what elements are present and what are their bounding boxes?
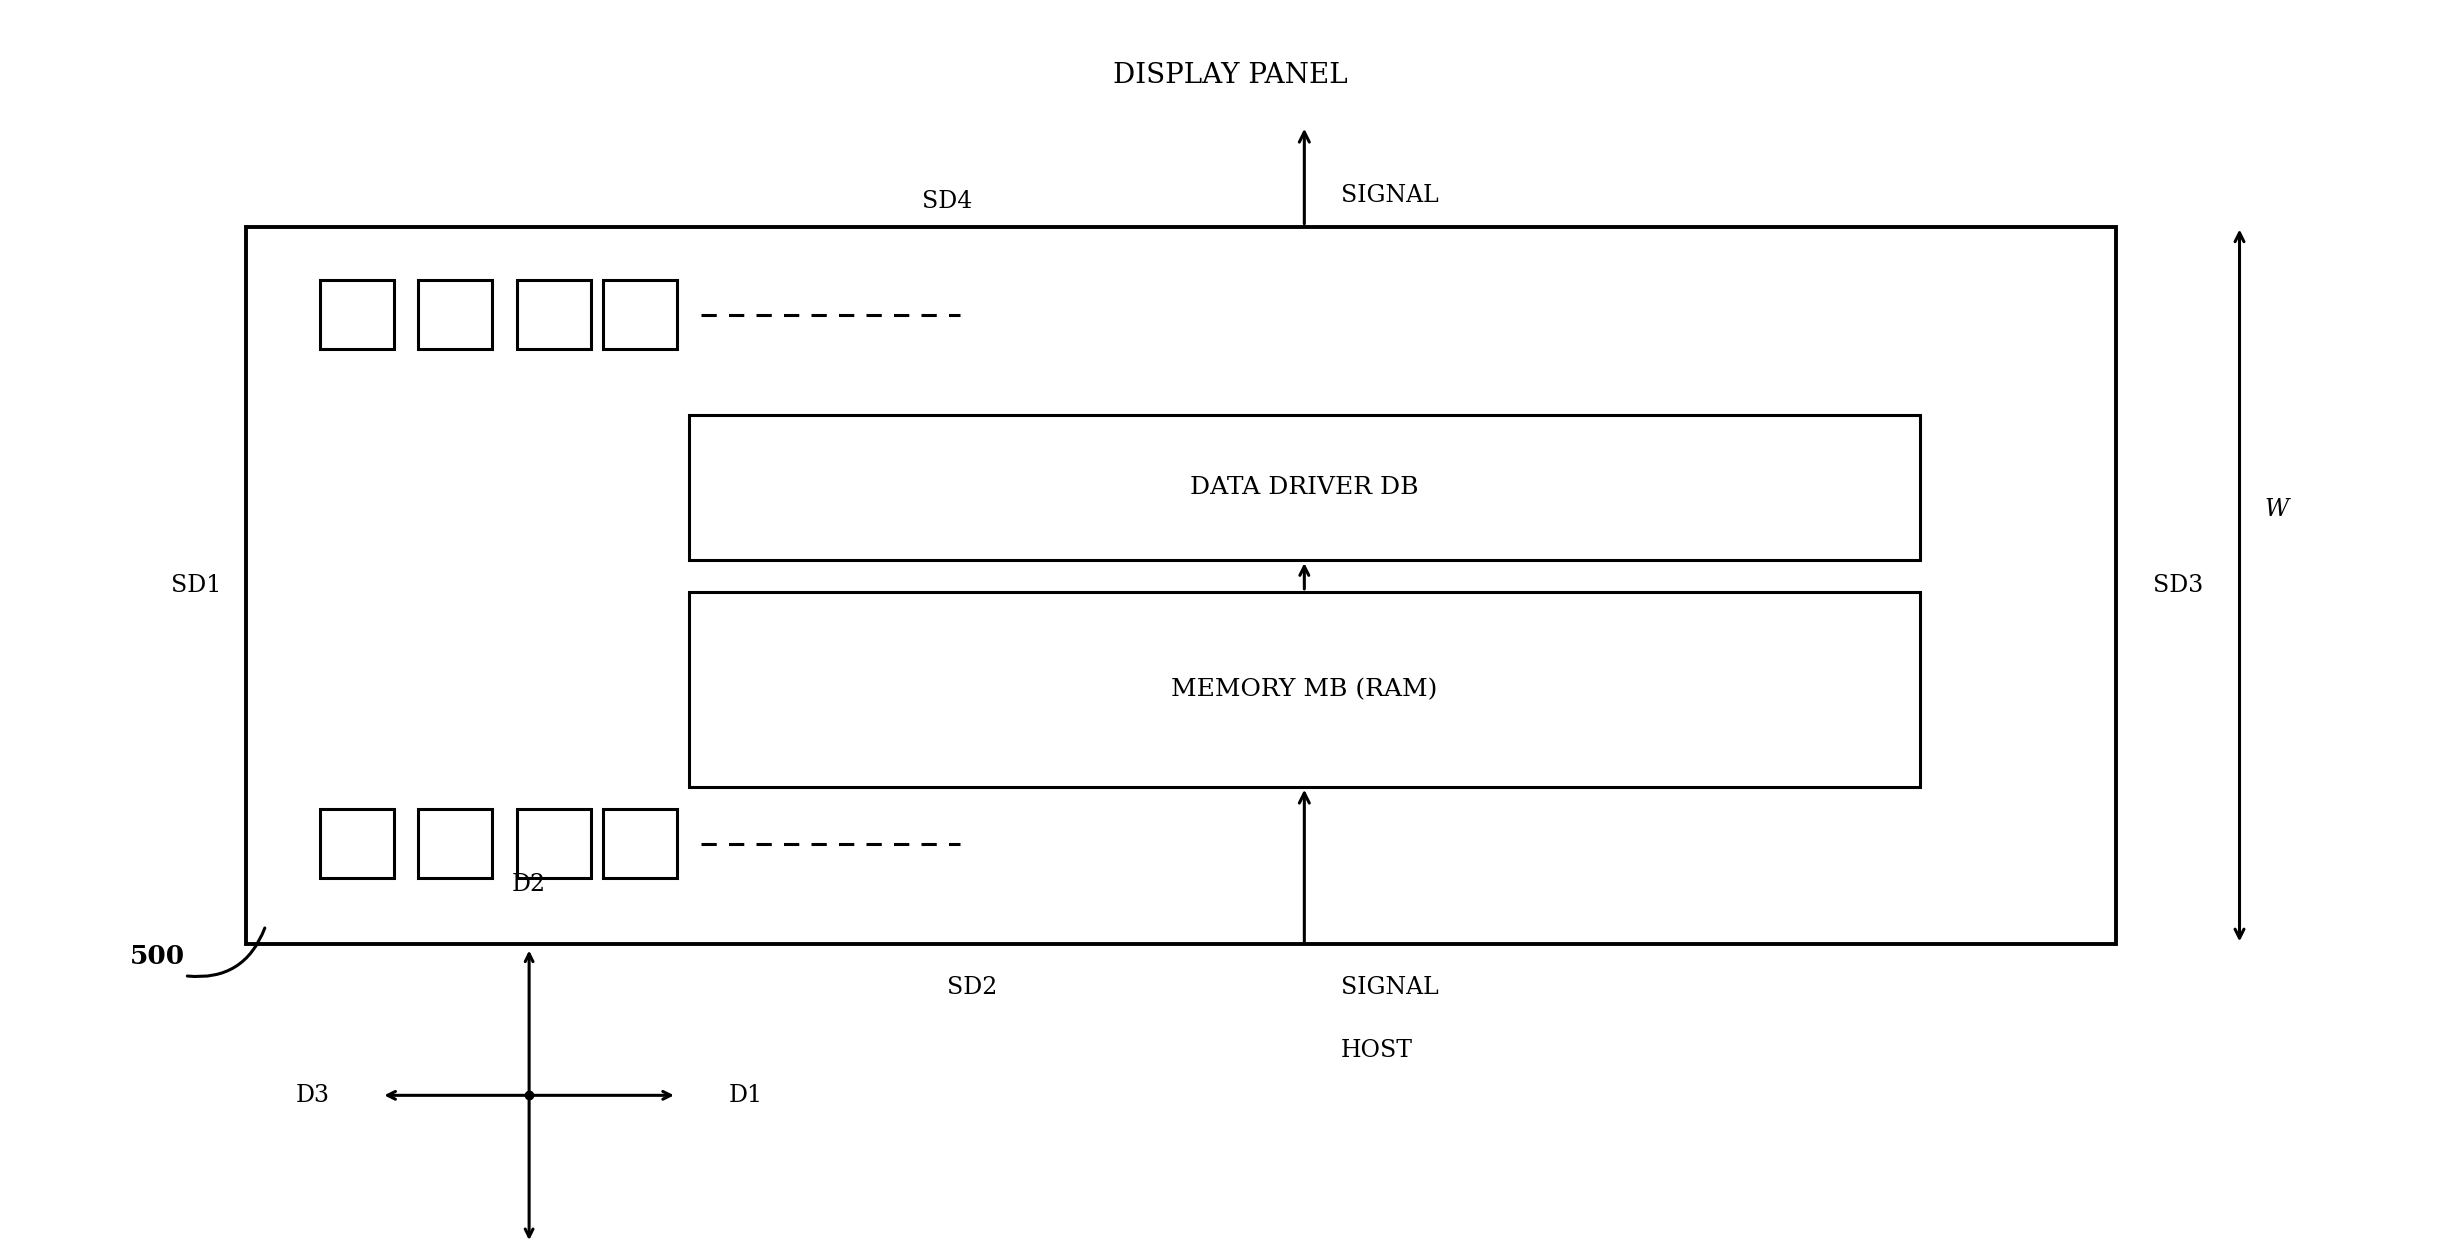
- Text: D2: D2: [512, 872, 546, 896]
- Text: DATA DRIVER DB: DATA DRIVER DB: [1191, 476, 1418, 500]
- Text: 500: 500: [130, 944, 185, 969]
- Text: MEMORY MB (RAM): MEMORY MB (RAM): [1171, 677, 1437, 701]
- Bar: [517, 279, 591, 349]
- Bar: [320, 279, 394, 349]
- Bar: [603, 810, 677, 879]
- Text: D3: D3: [295, 1084, 330, 1107]
- Text: SD1: SD1: [172, 574, 221, 597]
- Text: SD4: SD4: [923, 190, 972, 213]
- Bar: [320, 810, 394, 879]
- Bar: [517, 810, 591, 879]
- Bar: [418, 810, 492, 879]
- Text: DISPLAY PANEL: DISPLAY PANEL: [1112, 62, 1349, 89]
- Bar: [689, 415, 1920, 560]
- Text: W: W: [2264, 499, 2289, 521]
- Text: SIGNAL: SIGNAL: [1341, 976, 1440, 998]
- FancyBboxPatch shape: [246, 227, 2116, 944]
- Text: SIGNAL: SIGNAL: [1341, 184, 1440, 206]
- Bar: [418, 279, 492, 349]
- Text: SD3: SD3: [2153, 574, 2203, 597]
- Bar: [603, 279, 677, 349]
- Text: D1: D1: [728, 1084, 763, 1107]
- Text: HOST: HOST: [1341, 1039, 1413, 1061]
- Text: SD2: SD2: [947, 976, 997, 998]
- Bar: [689, 592, 1920, 787]
